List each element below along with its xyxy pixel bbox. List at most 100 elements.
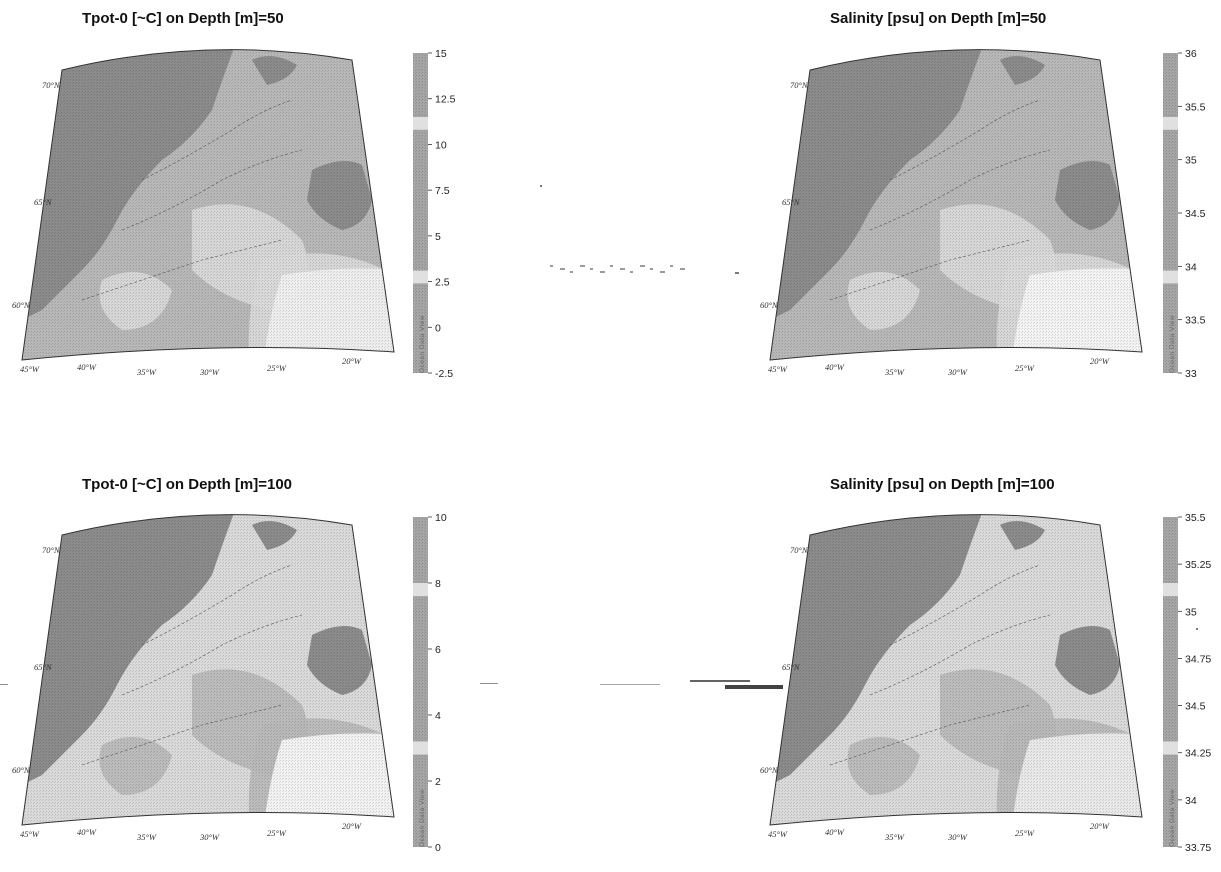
colorbar-tick-label: 0 — [435, 842, 441, 854]
scan-artifact — [690, 680, 750, 682]
contour-line — [81, 704, 283, 766]
lon-label: 20°W — [342, 821, 362, 831]
lon-label: 45°W — [20, 829, 40, 839]
panel-title: Tpot-0 [~C] on Depth [m]=100 — [82, 476, 293, 493]
colorbar-tick-label: 2 — [435, 776, 441, 788]
colorbar-tick-label: 4 — [435, 710, 441, 722]
map-frame — [769, 514, 1143, 826]
lon-label: 40°W — [825, 362, 845, 372]
lon-label: 30°W — [199, 367, 220, 377]
contour-line — [889, 99, 1041, 181]
scan-artifact — [725, 685, 783, 689]
map-projection: 70°N 65°N 60°N 45°W 40°W 35°W 30°W 25°W 20°W — [12, 514, 395, 842]
colorbar-tick-label: 12.5 — [435, 94, 456, 106]
lon-label: 35°W — [136, 832, 157, 842]
odv-watermark: Ocean Data View — [1169, 315, 1176, 373]
colorbar-tick-label: 33 — [1185, 368, 1197, 380]
lon-label: 45°W — [20, 364, 40, 374]
colorbar-tick-label: 35.5 — [1185, 512, 1206, 524]
lon-label: 35°W — [884, 832, 905, 842]
colorbar: 36 35.5 35 34.5 34 33.5 33 Ocean Data View — [1163, 48, 1206, 380]
colorbar-tick-label: 36 — [1185, 48, 1197, 60]
lon-label: 25°W — [1015, 363, 1035, 373]
scan-artifact — [650, 268, 653, 270]
scan-artifact — [670, 265, 673, 267]
odv-watermark: Ocean Data View — [419, 315, 426, 373]
lon-label: 45°W — [768, 364, 788, 374]
contour-line — [829, 704, 1031, 766]
panel-title: Salinity [psu] on Depth [m]=50 — [830, 10, 1047, 27]
scan-artifact — [600, 684, 660, 685]
map-frame — [769, 49, 1143, 361]
lon-label: 30°W — [199, 832, 220, 842]
colorbar-tick-label: 35 — [1185, 155, 1197, 167]
contour-line — [869, 614, 1051, 696]
panel-title: Tpot-0 [~C] on Depth [m]=50 — [82, 10, 284, 27]
lat-label: 70°N — [42, 545, 61, 555]
scan-artifact — [590, 268, 593, 270]
colorbar-tick-label: 34 — [1185, 795, 1197, 807]
lon-label: 20°W — [342, 356, 362, 366]
colorbar-tick-label: 34.75 — [1185, 653, 1211, 665]
colorbar-tick-label: 7.5 — [435, 185, 450, 197]
panel-title: Salinity [psu] on Depth [m]=100 — [830, 476, 1055, 493]
lat-label: 70°N — [790, 80, 809, 90]
colorbar-tick-label: 34.25 — [1185, 748, 1211, 760]
lat-label: 60°N — [12, 765, 31, 775]
scan-artifact — [540, 185, 542, 187]
scan-artifact — [610, 265, 613, 267]
lat-label: 65°N — [34, 662, 53, 672]
colorbar-tick-label: 6 — [435, 644, 441, 656]
colorbar-tick-label: 10 — [435, 512, 447, 524]
colorbar: 35.5 35.25 35 34.75 34.5 34.25 34 33.75 Ocean Da… — [1163, 512, 1211, 854]
lat-label: 65°N — [782, 197, 801, 207]
scan-artifact — [0, 684, 8, 685]
scan-artifact — [660, 271, 665, 273]
colorbar-tick-label: 35.25 — [1185, 559, 1211, 571]
lat-label: 60°N — [12, 300, 31, 310]
contour-line — [869, 149, 1051, 231]
scan-artifact — [640, 265, 645, 267]
colorbar-tick-label: 15 — [435, 48, 447, 60]
map-projection: 70°N 65°N 60°N 45°W 40°W 35°W 30°W 25°W 20°W — [760, 49, 1143, 377]
lat-label: 65°N — [782, 662, 801, 672]
scan-artifact — [735, 272, 739, 274]
odv-watermark: Ocean Data View — [419, 789, 426, 847]
lat-label: 60°N — [760, 765, 779, 775]
colorbar-tick-label: 8 — [435, 578, 441, 590]
contour-line — [829, 239, 1031, 301]
colorbar-tick-label: 2.5 — [435, 277, 450, 289]
lon-label: 20°W — [1090, 356, 1110, 366]
scan-artifact — [1196, 628, 1198, 630]
scan-artifact — [580, 265, 585, 267]
scan-artifact — [570, 271, 573, 273]
odv-watermark: Ocean Data View — [1169, 789, 1176, 847]
lon-label: 25°W — [1015, 828, 1035, 838]
colorbar-tick-label: 34 — [1185, 261, 1197, 273]
scan-artifact — [560, 268, 565, 270]
map-frame — [21, 514, 395, 826]
contour-line — [121, 149, 303, 231]
lon-label: 30°W — [947, 832, 968, 842]
contour-line — [81, 239, 283, 301]
lon-label: 25°W — [267, 828, 287, 838]
contour-line — [141, 99, 293, 181]
lat-label: 60°N — [760, 300, 779, 310]
scan-artifact — [630, 271, 633, 273]
contour-line — [141, 564, 293, 646]
lon-label: 35°W — [136, 367, 157, 377]
colorbar-tick-label: 35.5 — [1185, 101, 1206, 113]
scan-artifact — [600, 271, 605, 273]
colorbar-tick-label: 33.75 — [1185, 842, 1211, 854]
map-frame — [21, 49, 395, 361]
scan-artifact — [680, 268, 685, 270]
scan-artifact — [620, 268, 625, 270]
contour-line — [121, 614, 303, 696]
lon-label: 20°W — [1090, 821, 1110, 831]
lon-label: 40°W — [825, 827, 845, 837]
lon-label: 35°W — [884, 367, 905, 377]
colorbar-tick-label: 34.5 — [1185, 701, 1206, 713]
colorbar-tick-label: 35 — [1185, 606, 1197, 618]
lon-label: 40°W — [77, 827, 97, 837]
lat-label: 70°N — [790, 545, 809, 555]
